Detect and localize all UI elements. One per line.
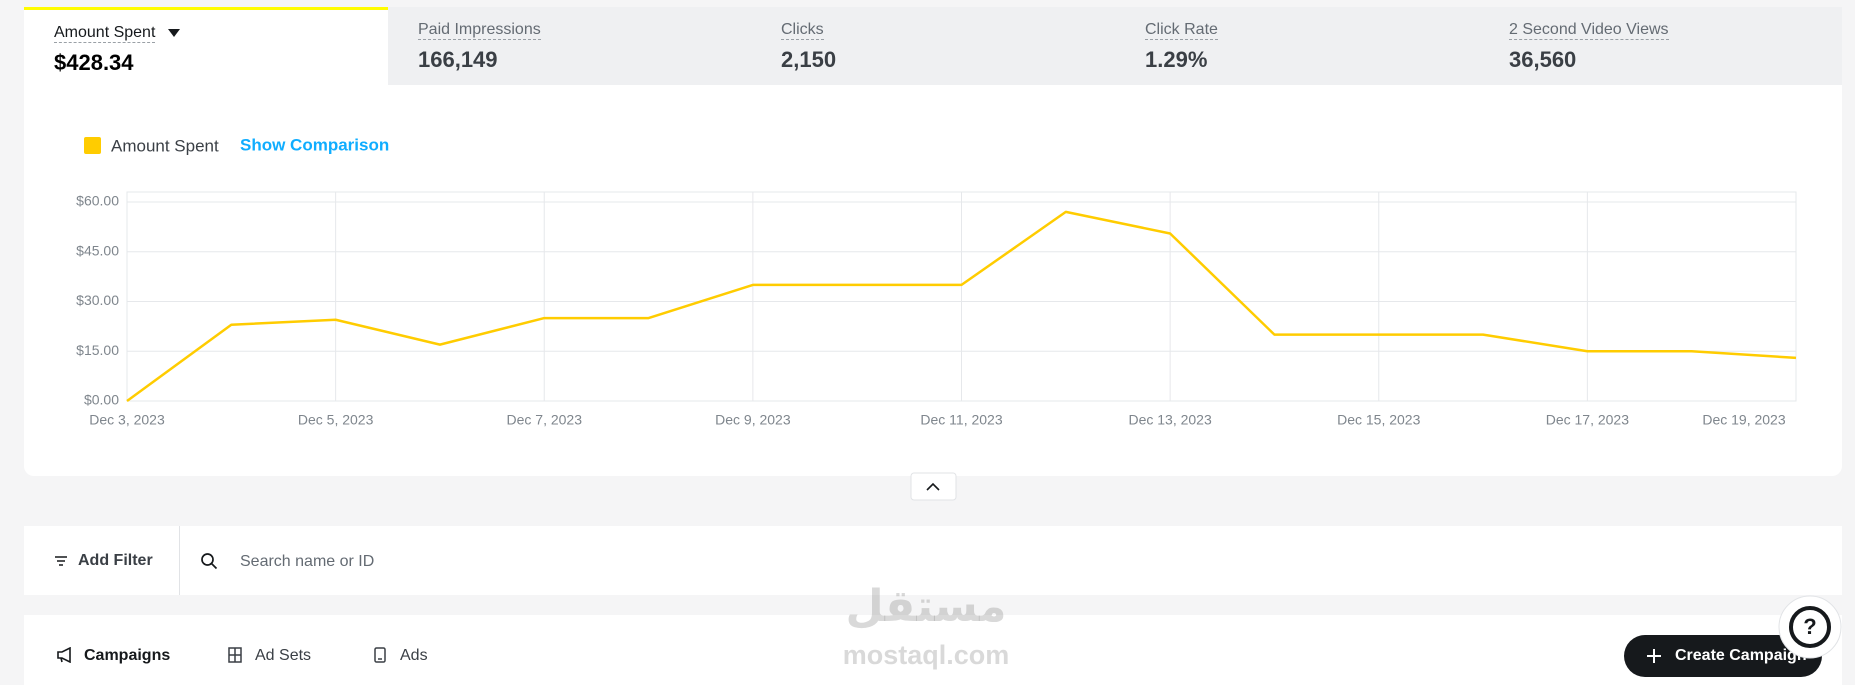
adsets-icon	[228, 647, 242, 663]
metric-label: Paid Impressions	[418, 21, 541, 40]
x-tick-label: Dec 5, 2023	[298, 412, 374, 428]
y-tick-label: $30.00	[76, 292, 119, 308]
metric-value: 1.29%	[1145, 47, 1208, 72]
tab-ads[interactable]: Ads	[400, 647, 428, 664]
metric-label: Click Rate	[1145, 21, 1218, 40]
metrics-bar: Amount Spent $428.34 Paid Impressions 166,1…	[24, 7, 1842, 85]
show-comparison[interactable]: Show Comparison	[240, 135, 389, 154]
ads-icon	[374, 647, 386, 663]
x-tick-label: Dec 7, 2023	[507, 412, 583, 428]
metric-label: 2 Second Video Views	[1509, 21, 1669, 40]
legend-swatch	[84, 137, 101, 154]
x-tick-label: Dec 13, 2023	[1128, 412, 1211, 428]
campaigns-icon	[57, 647, 71, 663]
metric-value: 36,560	[1509, 47, 1577, 72]
x-tick-label: Dec 17, 2023	[1546, 412, 1629, 428]
search-icon	[201, 553, 218, 570]
chart-card	[24, 85, 1842, 476]
metric-tab[interactable]: Paid Impressions 166,149	[388, 7, 752, 85]
create-campaign-label: Create Campaign	[1675, 647, 1807, 664]
tabs-bar: Campaigns Ad Sets Ads	[24, 615, 1842, 685]
y-tick-label: $15.00	[76, 342, 119, 358]
filter-bar: Add Filter Search name or ID	[24, 526, 1842, 595]
metric-label: Amount Spent	[54, 24, 156, 43]
x-tick-label: Dec 11, 2023	[920, 412, 1002, 428]
watermark-arabic: مستقل	[845, 582, 1007, 631]
metric-value: 166,149	[418, 47, 498, 72]
divider	[179, 526, 180, 595]
watermark-latin: mostaql.com	[842, 640, 1010, 670]
collapse-button[interactable]	[910, 472, 957, 501]
metric-value: 2,150	[781, 47, 837, 72]
add-filter[interactable]: Add Filter	[78, 552, 153, 569]
y-tick-label: $60.00	[76, 193, 119, 209]
tab-campaigns[interactable]: Campaigns	[84, 647, 171, 664]
y-tick-label: $45.00	[76, 242, 119, 258]
filter-icon	[55, 556, 67, 566]
y-tick-label: $0.00	[84, 392, 119, 408]
svg-text:?: ?	[1803, 614, 1816, 639]
x-tick-label: Dec 15, 2023	[1337, 412, 1420, 428]
legend-label: Amount Spent	[111, 136, 219, 155]
metric-tab[interactable]: 2 Second Video Views 36,560	[1479, 7, 1843, 85]
chart: Amount Spent Show Comparison $0.00 $15.00…	[76, 135, 1797, 501]
metric-tab[interactable]: Click Rate 1.29%	[1115, 7, 1479, 85]
line-series	[126, 210, 1797, 403]
x-tick-label: Dec 3, 2023	[89, 412, 165, 428]
metric-tab[interactable]: Amount Spent $428.34	[24, 7, 388, 85]
create-campaign-button[interactable]: Create Campaign	[1624, 635, 1822, 677]
dropdown-arrow[interactable]	[168, 29, 180, 39]
metric-tab[interactable]: Clicks 2,150	[751, 7, 1115, 85]
search-input[interactable]: Search name or ID	[240, 553, 375, 570]
plus-icon	[1647, 649, 1661, 663]
tab-adsets[interactable]: Ad Sets	[255, 647, 312, 664]
x-tick-label: Dec 19, 2023	[1702, 412, 1785, 428]
help-button[interactable]: ?	[1777, 594, 1843, 660]
x-tick-label: Dec 9, 2023	[715, 412, 791, 428]
metric-value: $428.34	[54, 50, 134, 75]
metric-label: Clicks	[781, 21, 824, 40]
